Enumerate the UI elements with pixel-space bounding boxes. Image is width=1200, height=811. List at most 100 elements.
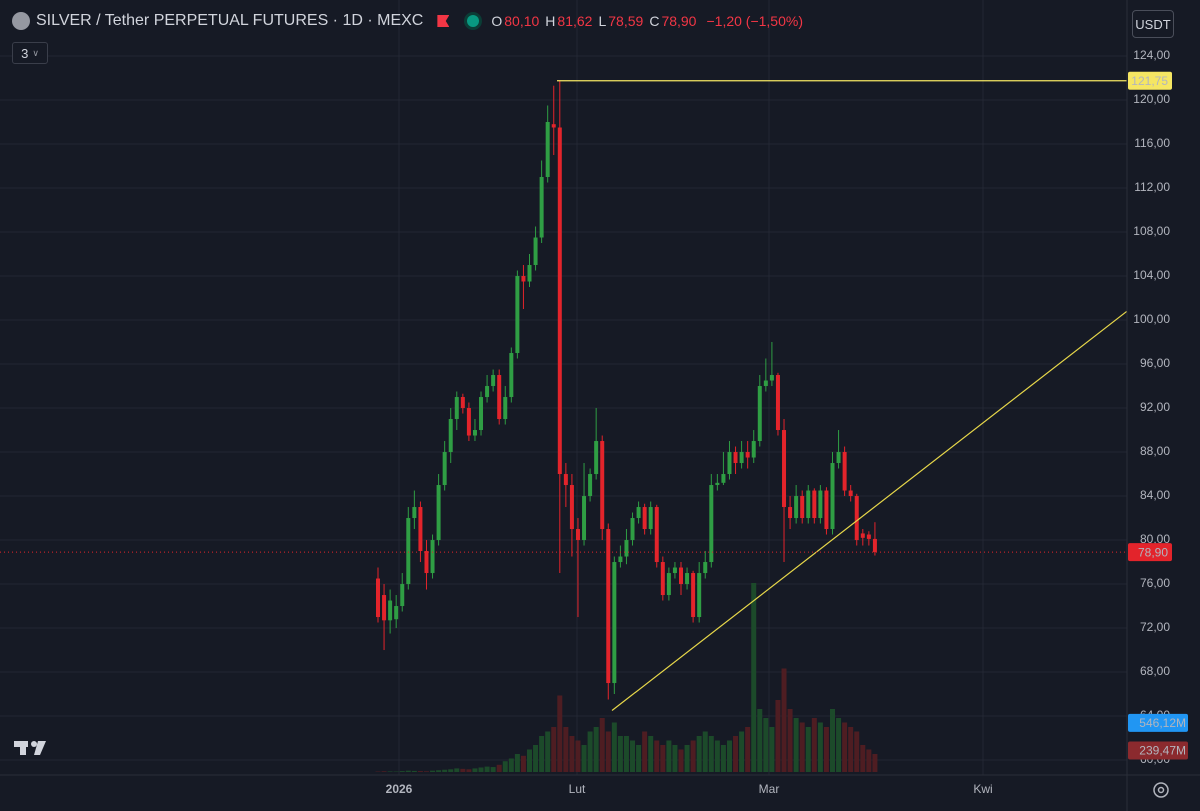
volume-bar xyxy=(836,718,842,772)
volume-bar xyxy=(448,769,454,772)
candle-body xyxy=(794,496,799,519)
hline-label-box xyxy=(1128,71,1172,90)
volume-bar xyxy=(781,668,787,772)
status-dot xyxy=(467,15,480,27)
y-tick-label: 100,00 xyxy=(1133,312,1170,326)
volume-bar xyxy=(423,771,429,772)
plot-layer xyxy=(0,0,1128,775)
x-tick-label: Kwi xyxy=(973,782,992,796)
volume-bar xyxy=(454,768,460,772)
candle-body xyxy=(442,452,447,486)
volume-bar xyxy=(539,736,545,772)
volume-bar xyxy=(617,736,623,772)
volume-bar xyxy=(569,736,575,772)
volume-bar xyxy=(545,731,551,772)
volume-bar xyxy=(551,727,557,772)
candle-body xyxy=(679,567,683,585)
y-tick-label: 68,00 xyxy=(1140,664,1170,678)
y-tick-label: 76,00 xyxy=(1140,576,1170,590)
volume-bar xyxy=(557,695,563,772)
candle-body xyxy=(382,595,387,621)
candle-body xyxy=(436,485,441,541)
candle-body xyxy=(485,386,490,398)
x-tick-label: 2026 xyxy=(386,782,413,796)
volume-bar xyxy=(672,745,678,772)
volume-bar xyxy=(411,770,417,772)
candle-body xyxy=(424,551,429,574)
candle-body xyxy=(400,584,405,607)
volume-bar xyxy=(430,770,436,772)
volume-bar xyxy=(472,768,478,772)
volume-bar xyxy=(860,745,866,772)
y-tick-label: 112,00 xyxy=(1134,180,1170,194)
volume-bar xyxy=(387,771,393,772)
volume-bar xyxy=(460,768,466,772)
volume-label-box xyxy=(1128,741,1188,760)
volume-bar xyxy=(399,771,405,772)
candle-body xyxy=(533,237,538,266)
candle-body xyxy=(575,529,580,541)
volume-bar xyxy=(702,731,708,772)
candle-body xyxy=(727,452,732,475)
candle-body xyxy=(569,485,574,530)
volume-bar xyxy=(726,740,732,772)
candle-body xyxy=(388,600,393,621)
candle-body xyxy=(703,562,708,574)
volume-bar xyxy=(502,761,508,772)
volume-bar xyxy=(690,740,696,772)
volume-bar xyxy=(775,700,781,772)
volume-bar xyxy=(514,754,520,772)
settings-icon[interactable] xyxy=(1153,782,1169,798)
candle-body xyxy=(606,529,611,684)
candle-body xyxy=(521,276,526,282)
volume-bar xyxy=(733,736,739,772)
candle-body xyxy=(721,474,726,483)
volume-bar xyxy=(708,736,714,772)
volume-bar xyxy=(405,770,411,772)
volume-bar xyxy=(381,771,387,772)
candle-body xyxy=(612,562,617,684)
y-tick-label: 92,00 xyxy=(1140,400,1170,414)
indicator-badge[interactable]: 3 ∨ xyxy=(12,42,48,64)
volume-bar xyxy=(587,731,593,772)
flag-icon[interactable] xyxy=(437,15,450,27)
volume-bar xyxy=(436,770,442,772)
candle-body xyxy=(539,177,544,238)
volume-bar xyxy=(696,736,702,772)
volume-bar xyxy=(805,727,811,772)
candle-body xyxy=(472,430,477,436)
candle-body xyxy=(648,507,653,530)
x-tick-label: Lut xyxy=(569,782,586,796)
volume-bar xyxy=(563,727,569,772)
candle-body xyxy=(757,386,762,442)
ohlc-key: C xyxy=(649,13,660,29)
candle-body xyxy=(830,463,835,530)
currency: USDT xyxy=(1135,16,1171,32)
ohlc-key: O xyxy=(491,13,503,29)
currency-button[interactable]: USDT xyxy=(1132,10,1174,38)
volume-bar xyxy=(769,727,775,772)
candle-body xyxy=(739,452,744,464)
symbol-title: SILVER / Tether PERPETUAL FUTURES · 1D ·… xyxy=(36,12,424,29)
candle-body xyxy=(412,507,417,519)
candle-body xyxy=(527,265,532,282)
volume-bar xyxy=(496,764,502,772)
volume-bar xyxy=(823,727,829,772)
volume-bar xyxy=(533,745,539,772)
candle-body xyxy=(672,567,677,574)
ohlc: O 80,10 H 81,62 L 78,59 C 78,90 xyxy=(491,13,700,29)
volume-bar xyxy=(745,727,751,772)
candle-body xyxy=(497,375,502,420)
volume-bar xyxy=(799,722,805,772)
ohlc-value: 81,62 xyxy=(557,13,593,29)
candle-body xyxy=(545,121,550,178)
candle-body xyxy=(788,507,793,519)
candle-body xyxy=(775,375,780,431)
candle-body xyxy=(715,482,720,486)
volume-bar xyxy=(757,709,763,772)
volume-bar xyxy=(648,736,654,772)
volume-bar xyxy=(811,718,817,772)
volume-bar xyxy=(720,745,726,772)
